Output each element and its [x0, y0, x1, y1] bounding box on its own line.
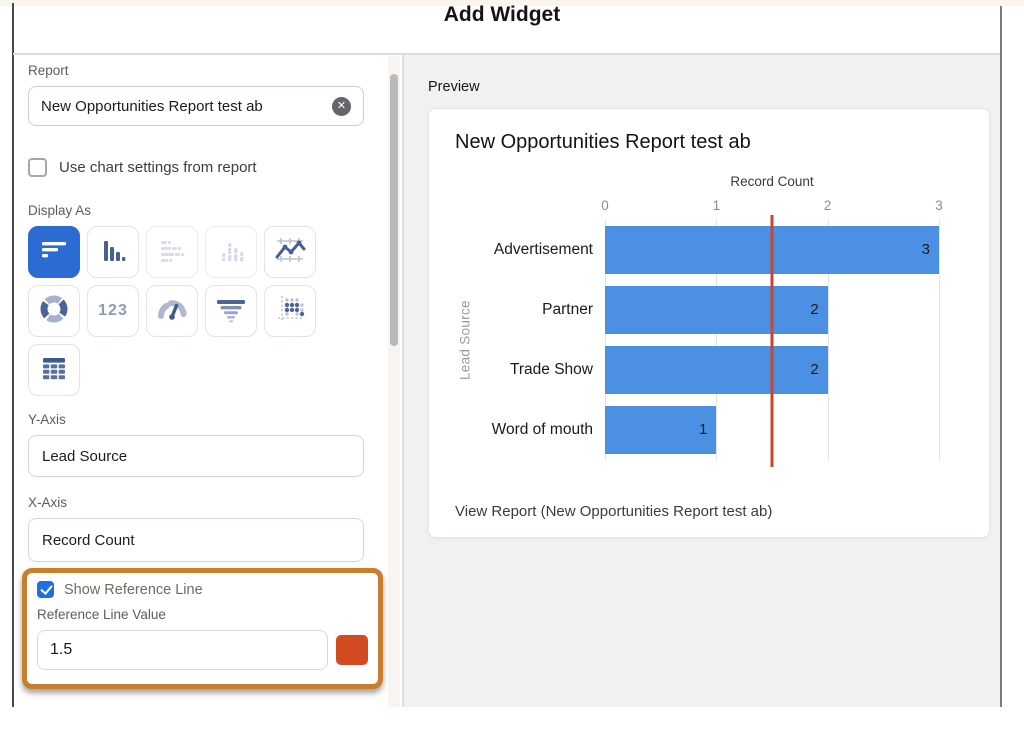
- reference-line-value-label: Reference Line Value: [37, 607, 166, 622]
- preview-panel: Preview New Opportunities Report test ab…: [404, 55, 1000, 707]
- chart-title: New Opportunities Report test ab: [455, 131, 751, 153]
- gridline: [605, 220, 606, 460]
- reference-line-value-input[interactable]: 1.5: [37, 630, 328, 670]
- dialog-right-border: [1000, 6, 1002, 707]
- gridline: [827, 220, 829, 460]
- bar-value-label: 2: [810, 361, 819, 378]
- table-icon: [38, 352, 70, 389]
- reference-line-highlight-box: Show Reference Line Reference Line Value…: [22, 568, 383, 689]
- metric-icon: 123: [98, 302, 128, 319]
- display-as-table[interactable]: [28, 344, 80, 396]
- gridline: [716, 220, 718, 460]
- report-label: Report: [28, 63, 69, 78]
- report-field[interactable]: New Opportunities Report test ab ✕: [28, 86, 364, 126]
- bar-value-label: 1: [698, 421, 708, 438]
- left-panel-scrollbar-track[interactable]: [388, 56, 400, 707]
- display-as-label: Display As: [28, 203, 92, 218]
- x-axis-label: X-Axis: [28, 495, 68, 510]
- stacked-horizontal-bar-chart-icon: [156, 234, 188, 271]
- display-as-donut-chart[interactable]: [28, 285, 80, 337]
- x-tick-label: 2: [823, 198, 832, 213]
- display-as-line-chart[interactable]: [264, 226, 316, 278]
- use-chart-settings-label: Use chart settings from report: [59, 159, 257, 176]
- gridline: [939, 220, 940, 460]
- reference-line: [770, 215, 774, 467]
- view-report-link[interactable]: View Report (New Opportunities Report te…: [455, 503, 773, 520]
- donut-chart-icon: [38, 293, 70, 330]
- clear-report-icon[interactable]: ✕: [332, 96, 351, 116]
- category-label: Word of mouth: [491, 421, 593, 438]
- panel-divider: [402, 55, 404, 707]
- bar-value-label: 3: [921, 241, 930, 258]
- widget-settings-panel: Report New Opportunities Report test ab …: [14, 55, 384, 707]
- reference-line-value: 1.5: [50, 641, 73, 658]
- x-tick-label: 3: [935, 198, 943, 213]
- x-axis-ticks: 0 1 2 3: [601, 196, 943, 220]
- dialog-left-border: [12, 3, 14, 707]
- y-axis-field[interactable]: Lead Source: [28, 435, 364, 477]
- y-axis-value: Lead Source: [42, 447, 128, 465]
- category-label: Partner: [542, 301, 593, 318]
- chart-plot-area: Lead Source Advertisement 3 Partner 2 Trade …: [458, 215, 940, 467]
- use-chart-settings-row: Use chart settings from report: [28, 158, 364, 177]
- use-chart-settings-checkbox[interactable]: [28, 158, 47, 177]
- bar-chart: Record Count 0 1 2 3 Lead Source Advertisem…: [455, 174, 963, 467]
- x-axis-value: Record Count: [42, 531, 135, 549]
- reference-line-input-row: 1.5: [37, 630, 368, 670]
- category-label: Advertisement: [493, 241, 593, 258]
- reference-line-color-swatch[interactable]: [336, 635, 368, 665]
- top-strip: [0, 0, 1024, 6]
- gauge-chart-icon: [155, 292, 189, 331]
- preview-card: New Opportunities Report test ab Record …: [428, 108, 990, 538]
- dialog-title: Add Widget: [443, 3, 561, 26]
- bar-row: Partner 2: [542, 286, 939, 334]
- vertical-bar-chart-icon: [97, 234, 129, 271]
- display-as-stacked-vertical-bar-chart[interactable]: [205, 226, 257, 278]
- left-panel-scrollbar-thumb[interactable]: [390, 74, 398, 346]
- show-reference-line-label: Show Reference Line: [64, 581, 203, 598]
- y-axis-label: Y-Axis: [28, 412, 66, 427]
- bar-value-label: 2: [810, 301, 819, 318]
- display-as-stacked-horizontal-bar-chart[interactable]: [146, 226, 198, 278]
- funnel-chart-icon: [214, 292, 248, 331]
- horizontal-bar-chart-icon: [38, 234, 70, 271]
- display-as-scatter-chart[interactable]: [264, 285, 316, 337]
- bar: 1: [605, 406, 717, 454]
- bar: 2: [605, 286, 828, 334]
- x-axis-title: Record Count: [730, 174, 814, 189]
- display-as-grid: 123: [28, 226, 316, 396]
- line-chart-icon: [273, 233, 307, 272]
- x-axis-field[interactable]: Record Count: [28, 518, 364, 562]
- preview-label: Preview: [428, 79, 480, 95]
- bar: 2: [605, 346, 828, 394]
- display-as-vertical-bar-chart[interactable]: [87, 226, 139, 278]
- bar-row: Trade Show 2: [510, 346, 939, 394]
- display-as-metric[interactable]: 123: [87, 285, 139, 337]
- show-reference-line-checkbox[interactable]: [37, 581, 54, 598]
- x-tick-label: 0: [601, 198, 609, 213]
- display-as-gauge-chart[interactable]: [146, 285, 198, 337]
- category-label: Trade Show: [510, 361, 593, 378]
- stacked-vertical-bar-chart-icon: [215, 234, 247, 271]
- y-axis-title: Lead Source: [457, 300, 473, 380]
- bar-row: Word of mouth 1: [492, 406, 939, 454]
- display-as-funnel-chart[interactable]: [205, 285, 257, 337]
- show-reference-line-row: Show Reference Line: [37, 581, 368, 598]
- scatter-chart-icon: [273, 292, 307, 331]
- display-as-horizontal-bar-chart[interactable]: [28, 226, 80, 278]
- report-field-value: New Opportunities Report test ab: [41, 97, 263, 115]
- header-divider: [13, 53, 1000, 55]
- x-tick-label: 1: [712, 198, 721, 213]
